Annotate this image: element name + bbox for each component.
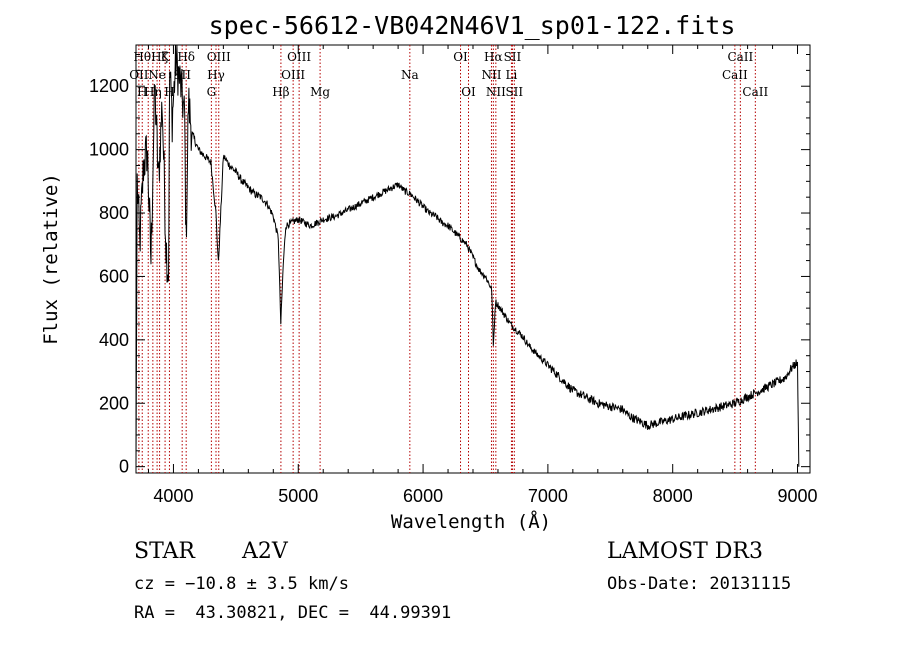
y-tick-label: 400: [99, 330, 129, 350]
coordinates: RA = 43.30821, DEC = 44.99391: [134, 603, 452, 623]
emission-line-label: CaII: [742, 85, 768, 99]
emission-line-label: OIII: [207, 50, 231, 64]
x-tick-label: 4000: [153, 486, 193, 506]
emission-line-label: CaII: [722, 68, 748, 82]
emission-line-label: Mg: [310, 85, 330, 99]
x-tick-label: 9000: [777, 486, 817, 506]
series-flux-line: [135, 44, 800, 467]
emission-line-label: Hζ: [151, 50, 168, 64]
object-class: STAR: [134, 539, 195, 564]
x-axis-label: Wavelength (Å): [391, 510, 551, 533]
emission-line-label: OI: [461, 85, 476, 99]
observation-date: Obs-Date: 20131115: [607, 574, 792, 594]
emission-line-label: OIII: [287, 50, 311, 64]
emission-line-label: Li: [506, 68, 518, 82]
x-tick-label: 5000: [278, 486, 318, 506]
y-tick-label: 600: [99, 266, 129, 286]
emission-line-label: G: [207, 85, 217, 99]
x-tick-label: 6000: [403, 486, 443, 506]
chart-title: spec-56612-VB042N46V1_sp01-122.fits: [209, 11, 736, 40]
y-tick-label: 1000: [89, 140, 129, 160]
emission-line-label: SII: [504, 50, 522, 64]
emission-line-label: Ne: [148, 68, 166, 82]
emission-line-markers: [138, 45, 756, 473]
survey-name: LAMOST DR3: [607, 539, 763, 564]
y-tick-label: 1200: [89, 76, 129, 96]
emission-line-label: NII: [486, 85, 506, 99]
emission-line-label: Hα: [484, 50, 503, 64]
emission-line-label: OIII: [281, 68, 305, 82]
emission-line-label: OII: [129, 68, 149, 82]
emission-line-label: NII: [481, 68, 501, 82]
emission-line-label: Hγ: [207, 68, 225, 82]
x-axis: 4000 5000 6000 7000 8000 9000: [147, 45, 818, 506]
redshift-cz: cz = −10.8 ± 3.5 km/s: [134, 574, 349, 594]
emission-line-label: OI: [453, 50, 468, 64]
emission-line-label: H: [137, 85, 147, 99]
y-axis-label: Flux (relative): [40, 173, 62, 345]
emission-line-label: Hη: [144, 85, 162, 99]
emission-line-labels: OIIHθHHηNeHζKHSIIHδGHγOIIIHβOIIIOIIIMgNa…: [129, 50, 768, 99]
emission-line-label: SII: [505, 85, 523, 99]
x-tick-label: 7000: [528, 486, 568, 506]
object-subclass: A2V: [242, 539, 288, 564]
emission-line-label: Na: [401, 68, 419, 82]
emission-line-label: K: [161, 50, 171, 64]
emission-line-label: CaII: [727, 50, 753, 64]
emission-line-label: Hβ: [272, 85, 289, 99]
emission-line-label: Hδ: [177, 50, 195, 64]
emission-line-label: Hθ: [133, 50, 151, 64]
y-tick-label: 200: [99, 393, 129, 413]
x-tick-label: 8000: [653, 486, 693, 506]
y-tick-label: 0: [119, 457, 129, 477]
y-tick-label: 800: [99, 203, 129, 223]
